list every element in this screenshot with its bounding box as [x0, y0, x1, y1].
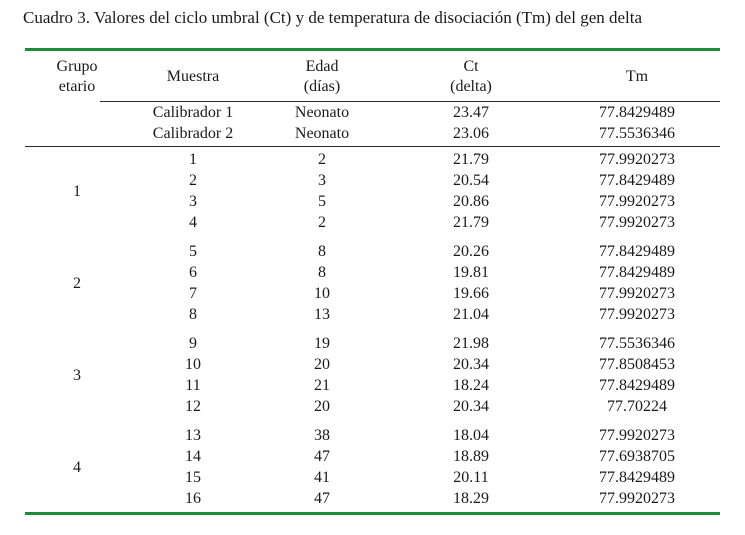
cell-muestra: 11	[185, 377, 201, 394]
cell-tm: 77.8429489	[599, 469, 675, 486]
cell-tm: 77.8429489	[599, 377, 675, 394]
cell-muestra: 7	[189, 285, 197, 302]
calibrator-divider	[25, 146, 720, 147]
cell-ct: 20.11	[453, 469, 489, 486]
cell-tm: 77.9920273	[599, 427, 675, 444]
header-ct: Ct (delta)	[450, 57, 492, 97]
cell-muestra: Calibrador 2	[152, 125, 234, 142]
cell-edad: 8	[318, 243, 326, 260]
cell-ct: 21.98	[453, 335, 489, 352]
header-underline	[100, 101, 720, 102]
cell-tm: 77.9920273	[599, 193, 675, 210]
cell-muestra: 1	[189, 151, 197, 168]
cell-ct: 18.24	[453, 377, 489, 394]
bottom-rule	[25, 512, 720, 515]
cell-muestra: 15	[185, 469, 201, 486]
cell-edad: 8	[318, 264, 326, 281]
cell-tm: 77.5536346	[599, 125, 675, 142]
header-muestra: Muestra	[166, 68, 220, 85]
cell-edad: Neonato	[294, 125, 350, 142]
cell-tm: 77.8429489	[599, 264, 675, 281]
cell-tm: 77.8429489	[599, 243, 675, 260]
header-edad-line2: (días)	[303, 78, 341, 95]
cell-ct: 20.54	[453, 172, 489, 189]
cell-tm: 77.9920273	[599, 285, 675, 302]
header-ct-line2: (delta)	[450, 78, 492, 95]
cell-edad: Neonato	[294, 104, 350, 121]
cell-muestra: 4	[189, 214, 197, 231]
header-edad: Edad (días)	[304, 57, 340, 97]
cell-ct: 20.34	[453, 398, 489, 415]
cell-ct: 20.34	[453, 356, 489, 373]
cell-tm: 77.8429489	[599, 104, 675, 121]
table-caption: Cuadro 3. Valores del ciclo umbral (Ct) …	[23, 8, 643, 27]
header-grupo-etario: Grupo etario	[57, 57, 98, 97]
header-grupo-line2: etario	[58, 78, 96, 95]
cell-edad: 21	[314, 377, 330, 394]
cell-tm: 77.6938705	[599, 448, 675, 465]
cell-ct: 20.26	[453, 243, 489, 260]
cell-ct: 21.79	[453, 214, 489, 231]
cell-muestra: 2	[189, 172, 197, 189]
group-label: 4	[73, 458, 81, 476]
cell-ct: 21.79	[453, 151, 489, 168]
cell-edad: 47	[314, 448, 330, 465]
cell-ct: 18.29	[453, 490, 489, 507]
cell-muestra: 14	[185, 448, 201, 465]
group-label: 1	[73, 182, 81, 200]
cell-ct: 20.86	[453, 193, 489, 210]
cell-edad: 20	[314, 356, 330, 373]
header-edad-line1: Edad	[305, 58, 339, 75]
cell-muestra: 6	[189, 264, 197, 281]
cell-ct: 23.06	[453, 125, 489, 142]
cell-tm: 77.9920273	[599, 214, 675, 231]
cell-muestra: 10	[185, 356, 201, 373]
cell-tm: 77.8508453	[599, 356, 675, 373]
cell-tm: 77.9920273	[599, 151, 675, 168]
top-rule	[25, 48, 720, 51]
header-ct-line1: Ct	[463, 58, 479, 75]
cell-muestra: 3	[189, 193, 197, 210]
header-tm: Tm	[625, 68, 649, 85]
header-grupo-line1: Grupo	[56, 58, 98, 75]
cell-edad: 2	[318, 214, 326, 231]
cell-muestra: 5	[189, 243, 197, 260]
cell-edad: 13	[314, 306, 330, 323]
cell-tm: 77.9920273	[599, 306, 675, 323]
cell-tm: 77.5536346	[599, 335, 675, 352]
cell-tm: 77.8429489	[599, 172, 675, 189]
cell-edad: 10	[314, 285, 330, 302]
cell-edad: 19	[314, 335, 330, 352]
cell-muestra: 8	[189, 306, 197, 323]
group-label: 2	[73, 274, 81, 292]
cell-muestra: 9	[189, 335, 197, 352]
cell-muestra: 13	[185, 427, 201, 444]
cell-ct: 18.89	[453, 448, 489, 465]
cell-edad: 20	[314, 398, 330, 415]
cell-tm: 77.70224	[607, 398, 667, 415]
cell-ct: 18.04	[453, 427, 489, 444]
cell-edad: 38	[314, 427, 330, 444]
cell-edad: 3	[318, 172, 326, 189]
cell-muestra: Calibrador 1	[152, 104, 234, 121]
cell-muestra: 16	[185, 490, 201, 507]
cell-tm: 77.9920273	[599, 490, 675, 507]
cell-edad: 2	[318, 151, 326, 168]
cell-edad: 5	[318, 193, 326, 210]
cell-edad: 41	[314, 469, 330, 486]
cell-ct: 21.04	[453, 306, 489, 323]
cell-ct: 23.47	[453, 104, 489, 121]
cell-ct: 19.81	[453, 264, 489, 281]
cell-edad: 47	[314, 490, 330, 507]
cell-muestra: 12	[185, 398, 201, 415]
group-label: 3	[73, 366, 81, 384]
cell-ct: 19.66	[453, 285, 489, 302]
